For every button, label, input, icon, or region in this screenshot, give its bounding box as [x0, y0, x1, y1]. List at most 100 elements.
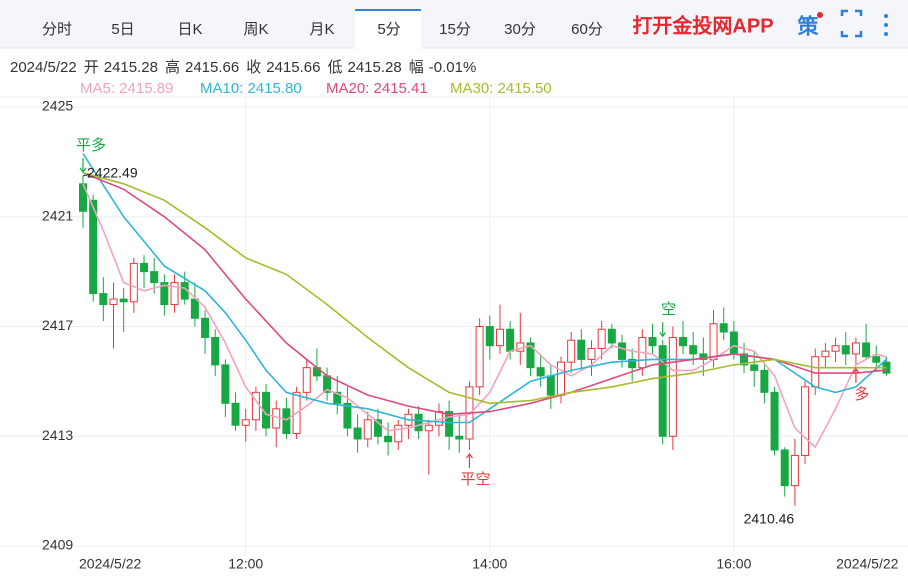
candle-body — [282, 408, 291, 435]
candle-body — [862, 342, 871, 358]
tab[interactable]: 15分 — [439, 21, 471, 38]
tab[interactable]: 30分 — [504, 21, 536, 38]
tab[interactable]: 5分 — [377, 21, 400, 38]
candle-body — [373, 419, 382, 437]
candle-body — [231, 402, 240, 426]
candle-body — [577, 339, 586, 360]
y-tick-label: 2417 — [42, 317, 73, 333]
signal-arrow — [465, 452, 473, 468]
signal-arrow — [659, 322, 667, 338]
candle-body — [658, 345, 667, 437]
more-icon[interactable] — [884, 14, 888, 36]
candle-body — [109, 298, 118, 306]
candle-body — [140, 262, 149, 273]
tab[interactable]: 分时 — [42, 21, 72, 38]
info-value: -0.01% — [429, 59, 477, 76]
candle-body — [394, 424, 403, 443]
candle-body — [760, 369, 769, 393]
ma-line — [82, 183, 887, 449]
candle-body — [699, 353, 708, 360]
x-tick-label: 12:00 — [228, 556, 263, 572]
y-tick-label: 2425 — [42, 98, 73, 114]
candle-body — [719, 323, 728, 333]
candle-body — [648, 336, 657, 347]
candle-body — [618, 342, 627, 360]
candle-body — [384, 435, 393, 443]
tab-bar — [0, 0, 908, 48]
candle-body — [770, 391, 779, 451]
candle-body — [831, 345, 840, 352]
info-label: 收 — [246, 59, 261, 76]
x-tick-label: 2024/5/22 — [836, 556, 898, 572]
tab[interactable]: 周K — [243, 21, 268, 38]
candle-body — [119, 298, 128, 303]
signal-arrow — [79, 157, 87, 173]
candle-body — [750, 364, 759, 371]
ma-legend: MA10: 2415.80 — [200, 80, 302, 97]
candle-body — [190, 298, 199, 319]
candle-body — [536, 367, 545, 377]
candle-body — [729, 331, 738, 355]
candle-body — [302, 367, 311, 393]
y-tick-label: 2421 — [42, 207, 73, 223]
candle-body — [740, 353, 749, 366]
candle-body — [709, 323, 718, 360]
candle-body — [99, 293, 108, 306]
x-tick-label: 14:00 — [472, 556, 507, 572]
info-label: 低 — [327, 59, 342, 76]
x-tick-label: 16:00 — [716, 556, 751, 572]
date: 2024/5/22 — [10, 59, 77, 76]
x-tick-label: 2024/5/22 — [79, 556, 141, 572]
candle-body — [221, 364, 230, 404]
low-label: 2410.46 — [744, 511, 795, 527]
signal-arrow — [852, 367, 860, 383]
candle-body — [597, 328, 606, 349]
candle-body — [353, 427, 362, 440]
high-label: 2422.49 — [87, 165, 138, 181]
ma-legend: MA5: 2415.89 — [80, 80, 173, 97]
candle-body — [89, 199, 98, 295]
candle-body — [475, 326, 484, 388]
candle-body — [363, 419, 372, 440]
signal-label: 空 — [661, 301, 676, 318]
tab[interactable]: 5日 — [111, 21, 134, 38]
tab[interactable]: 60分 — [571, 21, 603, 38]
tab[interactable]: 日K — [177, 21, 202, 38]
signal-label: 平空 — [460, 471, 490, 488]
y-tick-label: 2409 — [42, 537, 73, 553]
candle-body — [556, 361, 565, 396]
info-value: 2415.66 — [266, 59, 320, 76]
candle-body — [790, 454, 799, 487]
candle-body — [170, 282, 179, 306]
candle-body — [455, 435, 464, 440]
candle-body — [506, 328, 515, 352]
info-label: 开 — [84, 59, 99, 76]
info-label: 幅 — [409, 59, 424, 76]
candle-body — [414, 413, 423, 432]
candle-body — [851, 342, 860, 355]
brand[interactable]: 打开金投网APP — [632, 13, 773, 37]
candle-body — [821, 350, 830, 358]
ma-legend: MA20: 2415.41 — [326, 80, 428, 97]
fullscreen-icon[interactable] — [840, 9, 863, 38]
ma-legend: MA30: 2415.50 — [450, 80, 552, 97]
candle-body — [424, 424, 433, 432]
strategy-icon[interactable]: 策 — [798, 15, 820, 39]
ma-line — [82, 172, 887, 416]
candle-body — [546, 375, 555, 396]
candle-body — [495, 328, 504, 347]
info-value: 2415.66 — [185, 59, 239, 76]
tab[interactable]: 月K — [309, 21, 334, 38]
high-pointer — [82, 173, 92, 177]
candle-body — [333, 391, 342, 404]
candle-body — [780, 449, 789, 487]
y-tick-label: 2413 — [42, 427, 73, 443]
candle-body — [587, 347, 596, 360]
active-tab — [355, 10, 421, 49]
candle-body — [129, 262, 138, 303]
info-value: 2415.28 — [348, 59, 402, 76]
candle-body — [689, 345, 698, 355]
candle-body — [201, 317, 210, 338]
signal-label: 多 — [854, 386, 869, 403]
